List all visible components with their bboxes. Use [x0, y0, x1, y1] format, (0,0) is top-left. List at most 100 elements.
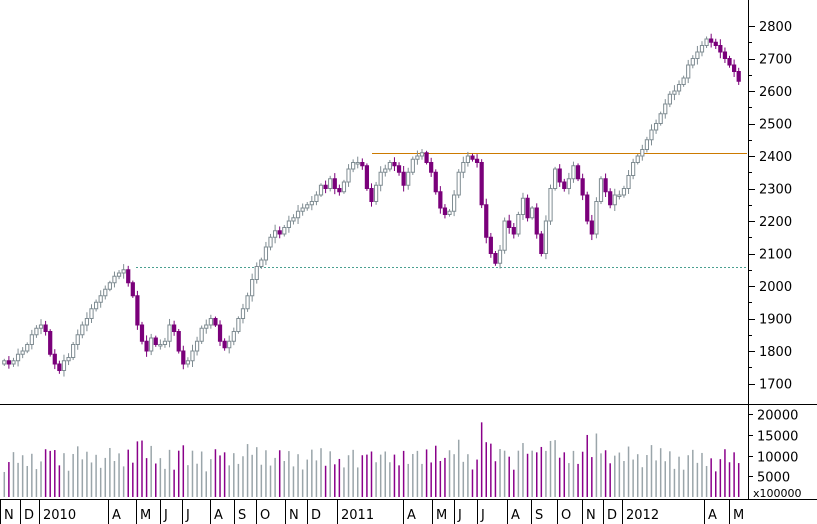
candle-body: [617, 194, 622, 197]
candle-body: [557, 168, 562, 183]
candle-body: [672, 90, 677, 95]
candle-body: [548, 188, 553, 222]
candle-body: [341, 181, 347, 193]
candle-body: [263, 246, 269, 261]
candle-body: [121, 269, 126, 274]
candle-body: [38, 324, 44, 329]
candle-body: [15, 353, 21, 362]
candle-body: [552, 168, 558, 189]
candle-body: [713, 41, 718, 46]
candle-body: [217, 324, 223, 342]
candle-body: [144, 340, 149, 352]
price-tick-label: 2500: [759, 118, 792, 133]
candle-body: [346, 168, 351, 183]
candle-body: [493, 253, 498, 264]
candle-body: [149, 337, 154, 352]
candle-body: [415, 155, 420, 160]
candle-body: [227, 340, 232, 349]
candle-body: [722, 51, 728, 59]
price-tick-label: 1900: [759, 313, 792, 328]
candle-body: [686, 64, 691, 79]
candle-body: [562, 181, 567, 189]
candle-body: [80, 324, 85, 336]
candle-body: [66, 357, 71, 362]
price-pane: [2, 33, 747, 377]
candle-body: [176, 331, 181, 352]
candle-body: [507, 220, 512, 228]
candle-body: [112, 275, 117, 284]
candle-body: [465, 155, 470, 163]
price-tick-label: 2600: [759, 85, 792, 100]
candle-body: [626, 175, 631, 189]
candle-body: [631, 162, 636, 176]
candle-body: [6, 360, 11, 365]
candle-body: [126, 269, 131, 284]
candle-body: [351, 162, 356, 170]
candle-body: [649, 129, 654, 141]
price-tick-label: 1800: [759, 345, 792, 360]
time-label: A: [407, 508, 416, 523]
time-label: O: [260, 508, 270, 523]
candle-body: [456, 171, 461, 196]
candle-body: [314, 194, 319, 202]
candle-body: [305, 204, 310, 209]
candle-body: [71, 344, 76, 358]
candle-body: [589, 220, 594, 235]
candle-body: [580, 178, 585, 196]
time-label: N: [289, 508, 299, 523]
candle-body: [328, 178, 333, 189]
candle-body: [254, 266, 259, 280]
candle-body: [11, 360, 16, 365]
candle-body: [585, 194, 590, 222]
candle-body: [75, 334, 80, 345]
time-label: J: [163, 508, 168, 523]
time-label: 2012: [626, 508, 659, 523]
time-label: N: [4, 508, 14, 523]
candle-body: [116, 272, 122, 277]
time-label: O: [561, 508, 571, 523]
candle-body: [410, 158, 415, 173]
candle-body: [497, 249, 503, 264]
candle-body: [277, 230, 282, 235]
candle-body: [153, 337, 158, 345]
price-tick-label: 2100: [759, 248, 792, 263]
time-label: A: [214, 508, 223, 523]
candle-body: [291, 217, 296, 222]
candle-body: [222, 340, 227, 349]
candle-body: [598, 178, 604, 202]
candle-body: [240, 308, 246, 319]
price-ticks: 1700 1800 1900 2000 2100 2200 2300 2400 2500 2600…: [748, 20, 792, 393]
time-label: M: [140, 508, 151, 523]
candle-body: [84, 318, 90, 326]
candle-body: [474, 158, 480, 163]
candle-body: [360, 162, 365, 167]
time-label: M: [436, 508, 447, 523]
candle-body: [204, 324, 209, 329]
time-label: A: [708, 508, 717, 523]
price-tick-label: 2000: [759, 280, 792, 295]
candle-body: [479, 162, 484, 206]
time-label: J: [457, 508, 462, 523]
volume-tick-label: 5000: [757, 471, 790, 486]
time-label: D: [311, 508, 321, 523]
candle-body: [337, 188, 342, 193]
candle-body: [566, 178, 571, 189]
price-tick-label: 2200: [759, 215, 792, 230]
candle-body: [130, 282, 135, 297]
axes: x100000: [0, 0, 817, 500]
time-label: 2011: [341, 508, 374, 523]
candle-body: [727, 58, 732, 66]
candle-body: [231, 331, 236, 342]
candle-body: [424, 152, 429, 163]
volume-tick-label: 20000: [757, 409, 798, 424]
candle-body: [98, 295, 103, 303]
candle-body: [608, 191, 613, 206]
candle-body: [484, 204, 489, 238]
candle-body: [612, 194, 617, 206]
candle-body: [29, 334, 34, 345]
time-label: D: [607, 508, 617, 523]
candle-body: [470, 155, 475, 160]
candle-body: [236, 318, 241, 332]
candle-body: [185, 360, 191, 365]
candle-body: [488, 236, 493, 254]
